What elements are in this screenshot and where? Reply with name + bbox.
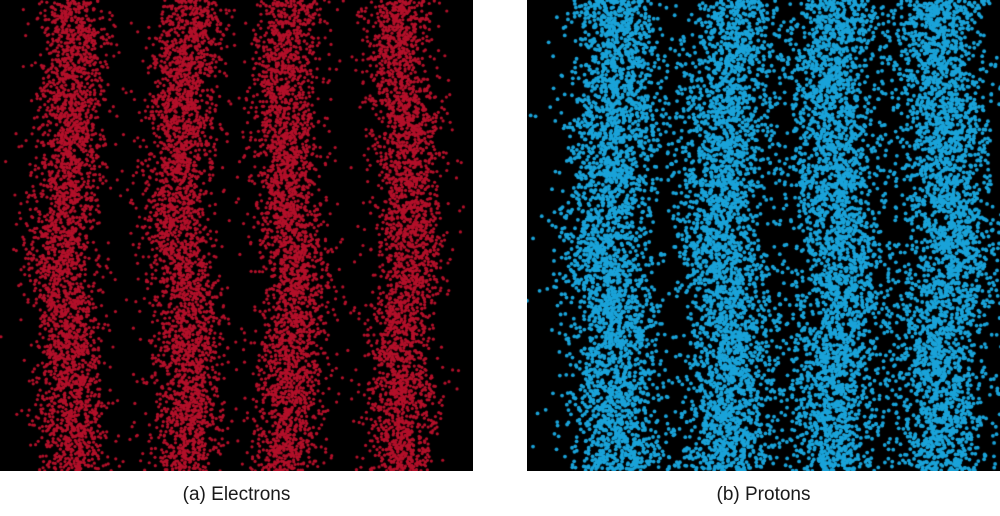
- proton-interference-pattern: [527, 0, 1000, 471]
- proton-panel: (b) Protons: [527, 0, 1000, 505]
- electron-interference-pattern: [0, 0, 473, 471]
- electron-panel: (a) Electrons: [0, 0, 473, 505]
- proton-caption: (b) Protons: [716, 484, 811, 505]
- proton-dot-canvas: [527, 0, 1000, 471]
- electron-dot-canvas: [0, 0, 473, 471]
- electron-caption: (a) Electrons: [182, 484, 291, 505]
